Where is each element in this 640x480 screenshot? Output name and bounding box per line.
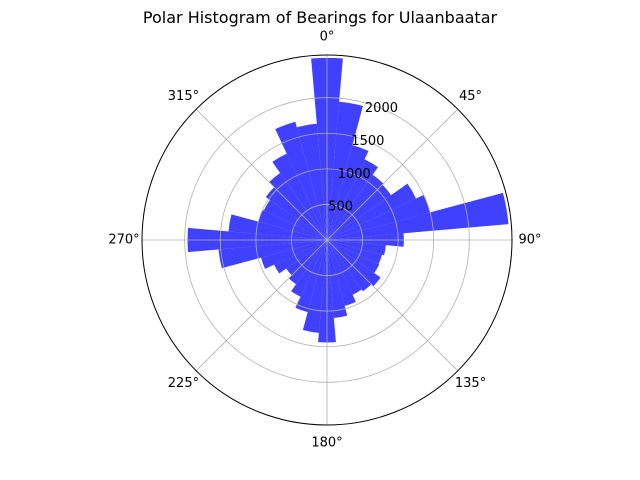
r-tick-label-1500: 1500 (351, 134, 384, 149)
bar-140 (327, 240, 372, 292)
theta-tick-label-315: 315° (168, 89, 199, 104)
bar-230 (286, 240, 327, 276)
grid-group (142, 55, 512, 425)
bar-160 (327, 240, 356, 306)
theta-gridline-315 (195, 108, 328, 241)
theta-tick-label-180: 180° (311, 436, 342, 451)
bar-250 (261, 240, 327, 269)
theta-gridline-135 (326, 239, 459, 372)
bar-60 (327, 183, 416, 240)
bar-210 (291, 240, 327, 297)
bar-20 (327, 145, 369, 240)
theta-tick-label-135: 135° (455, 376, 486, 391)
r-tick-label-2000: 2000 (365, 101, 398, 116)
r-tick-labels: 500 1000 1500 2000 (328, 101, 398, 215)
bar-170 (327, 240, 348, 318)
bar-190 (302, 240, 327, 333)
bars-group (187, 57, 509, 343)
theta-tick-label-270: 270° (108, 233, 139, 248)
theta-gridline-45 (326, 108, 459, 241)
bar-350 (296, 123, 327, 240)
bar-290 (258, 209, 327, 240)
bar-240 (274, 240, 327, 274)
bar-340 (275, 121, 327, 240)
bar-150 (327, 240, 362, 295)
bar-220 (288, 240, 327, 285)
bar-200 (295, 240, 327, 313)
bar-40 (327, 174, 384, 240)
chart-title: Polar Histogram of Bearings for Ulaanbaa… (143, 8, 498, 27)
bar-120 (327, 240, 380, 274)
bar-50 (327, 184, 392, 240)
r-tick-label-500: 500 (328, 200, 353, 215)
bar-330 (272, 153, 327, 240)
theta-tick-label-225: 225° (168, 376, 199, 391)
bar-80 (327, 192, 509, 240)
bar-280 (228, 214, 327, 240)
bar-300 (263, 200, 327, 240)
theta-tick-label-45: 45° (459, 89, 482, 104)
theta-gridline-225 (195, 239, 328, 372)
theta-tick-label-0: 0° (320, 30, 335, 45)
bar-110 (327, 240, 382, 265)
theta-tick-labels: 0° 45° 90° 135° 180° 225° 270° 315° (108, 30, 541, 451)
polar-frame (141, 54, 513, 426)
bar-70 (327, 194, 431, 240)
bar-310 (265, 187, 327, 240)
bar-260 (218, 240, 327, 269)
bar-320 (269, 172, 327, 240)
r-tick-label-1000: 1000 (338, 167, 371, 182)
theta-tick-label-90: 90° (518, 233, 541, 248)
bar-100 (327, 240, 386, 256)
